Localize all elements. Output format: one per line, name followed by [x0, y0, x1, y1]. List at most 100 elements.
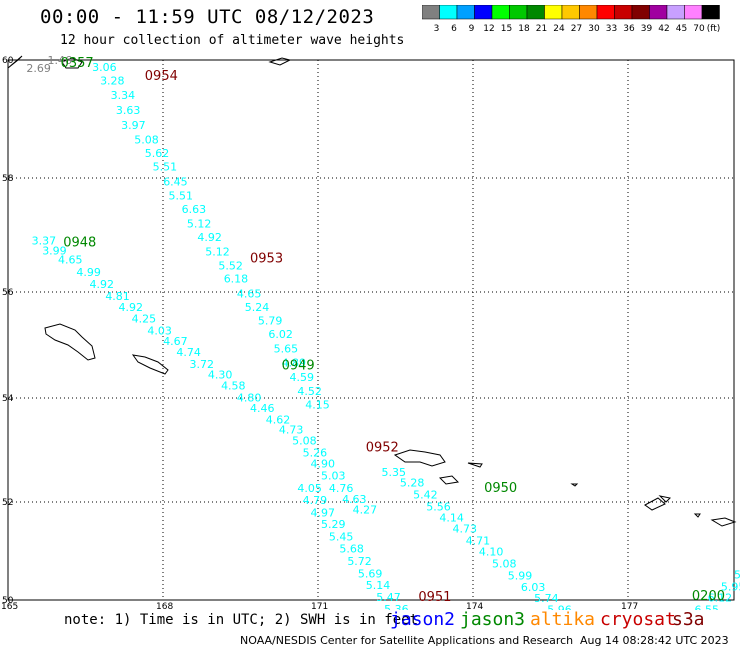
- wave-height-value: 5.65: [274, 343, 299, 356]
- island-shape: [7, 55, 23, 69]
- wave-height-value: 5.95: [734, 568, 740, 581]
- wave-height-value: 4.14: [439, 512, 464, 525]
- wave-height-value: 6.18: [224, 272, 249, 285]
- colorbar-tick-label: 9: [469, 24, 475, 34]
- satellite-legend-jason2: jason2: [390, 609, 456, 630]
- satellite-legend-altika: altika: [530, 609, 596, 630]
- wave-height-value: 4.80: [237, 391, 262, 404]
- wave-height-value: 5.51: [153, 161, 178, 174]
- wave-height-value: 4.90: [311, 458, 336, 471]
- lat-tick-label: 52: [2, 498, 13, 508]
- wave-height-value: 3.63: [116, 104, 141, 117]
- wave-height-value: 5.14: [366, 579, 391, 592]
- wave-height-value: 5.08: [492, 558, 517, 571]
- wave-height-value: 5.24: [245, 301, 270, 314]
- lat-tick-label: 50: [2, 596, 14, 606]
- wave-height-value: 5.45: [329, 531, 354, 544]
- wave-height-value: 4.67: [163, 335, 188, 348]
- colorbar-tick-label: 36: [623, 24, 635, 34]
- wave-height-value: 3.97: [121, 119, 146, 132]
- wave-height-value: 5.08: [134, 134, 159, 147]
- colorbar-tick-label: 70: [693, 24, 705, 34]
- pass-time-label: 0952: [366, 441, 399, 456]
- lat-tick-label: 54: [2, 394, 14, 404]
- wave-height-value: 6.03: [521, 581, 546, 594]
- page-subtitle: 12 hour collection of altimeter wave hei…: [60, 33, 405, 48]
- pass-time-label: 0200: [692, 589, 725, 604]
- lon-tick-label: 177: [621, 602, 638, 610]
- wave-height-value: 4.46: [250, 402, 275, 415]
- colorbar-tick-label: 3: [434, 24, 440, 34]
- wave-height-value: 4.99: [76, 266, 101, 279]
- wave-height-value: 6.45: [163, 175, 188, 188]
- island-shape: [658, 495, 672, 503]
- colorbar-tick-label: 42: [658, 24, 669, 34]
- wave-value-labels: 2.691.463.063.283.343.633.975.085.625.51…: [26, 54, 740, 610]
- wave-height-value: 4.58: [221, 379, 246, 392]
- colorbar-tick-label: 24: [553, 24, 565, 34]
- wave-height-value: 4.27: [353, 504, 378, 517]
- colorbar-tick-label: 33: [606, 24, 617, 34]
- wave-height-value: 5.26: [303, 446, 328, 459]
- lon-tick-label: 168: [156, 602, 173, 610]
- pass-time-label: 0953: [250, 252, 283, 267]
- wave-height-value: 4.76: [329, 482, 354, 495]
- page-title: 00:00 - 11:59 UTC 08/12/2023: [40, 6, 375, 28]
- wave-height-value: 4.81: [105, 290, 129, 303]
- wave-height-value: 5.79: [258, 315, 283, 328]
- wave-height-value: 4.79: [303, 494, 328, 507]
- wave-height-value: 5.42: [413, 488, 438, 501]
- lon-tick-label: 165: [1, 602, 18, 610]
- land-masses: [7, 55, 737, 527]
- wave-height-value: 4.73: [453, 523, 478, 536]
- island-shape: [710, 517, 737, 527]
- footer-timestamp: Aug 14 08:28:42 UTC 2023: [580, 634, 729, 647]
- wave-height-value: 4.59: [289, 371, 314, 384]
- wave-height-value: 4.63: [342, 493, 367, 506]
- wave-height-value: 4.89: [282, 357, 307, 370]
- island-shape: [693, 513, 701, 518]
- wave-height-value: 4.52: [297, 385, 322, 398]
- wave-height-value: 4.97: [311, 506, 336, 519]
- pass-time-label: 0954: [145, 69, 178, 84]
- wave-height-value: 3.72: [190, 358, 215, 371]
- wave-height-value: 5.74: [534, 592, 559, 605]
- wave-height-value: 5.47: [376, 591, 401, 604]
- wave-height-value: 3.37: [32, 235, 57, 248]
- island-shape: [44, 323, 96, 361]
- map-grid: [7, 59, 735, 601]
- lon-tick-label: 171: [311, 602, 328, 610]
- satellite-legend-s3a: s3a: [672, 609, 705, 630]
- pass-time-label: 0948: [63, 235, 96, 250]
- wave-height-value: 4.05: [297, 482, 322, 495]
- lat-tick-label: 58: [2, 174, 14, 184]
- colorbar-tick-label: 27: [571, 24, 582, 34]
- wave-height-value: 5.69: [358, 567, 383, 580]
- wave-height-value: 4.92: [118, 301, 143, 314]
- wave-height-value: 4.62: [266, 413, 291, 426]
- colorbar-tick-label: 6: [451, 24, 457, 34]
- footer-note: note: 1) Time is in UTC; 2) SWH is in fe…: [64, 612, 419, 628]
- wave-height-value: 5.95: [721, 580, 740, 593]
- wave-height-value: 5.12: [187, 217, 212, 230]
- wave-height-value: 3.34: [111, 89, 136, 102]
- wave-height-value: 4.10: [479, 546, 504, 559]
- map-frame: [7, 59, 735, 601]
- island-shape: [131, 354, 169, 375]
- wave-height-value: 5.99: [508, 569, 532, 582]
- wave-height-value: 5.56: [426, 500, 451, 513]
- colorbar-tick-label: 12: [483, 24, 494, 34]
- wave-height-value: 5.68: [339, 542, 364, 555]
- colorbar-tick-label: 45: [676, 24, 687, 34]
- wave-height-value: 4.92: [197, 231, 222, 244]
- wave-height-value: 5.08: [292, 434, 317, 447]
- pass-time-label: 0357: [61, 56, 94, 71]
- colorbar-swatch: [701, 5, 720, 20]
- island-shape: [268, 57, 292, 66]
- wave-height-value: 1.46: [47, 54, 72, 67]
- wave-height-value: 5.52: [218, 260, 243, 273]
- wave-height-value: 4.73: [279, 424, 304, 437]
- island-shape: [393, 449, 446, 467]
- island-shape: [438, 475, 460, 485]
- pass-time-label: 0951: [418, 590, 451, 605]
